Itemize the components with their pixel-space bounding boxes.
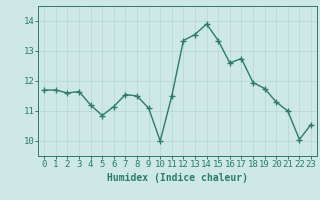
X-axis label: Humidex (Indice chaleur): Humidex (Indice chaleur)	[107, 173, 248, 183]
